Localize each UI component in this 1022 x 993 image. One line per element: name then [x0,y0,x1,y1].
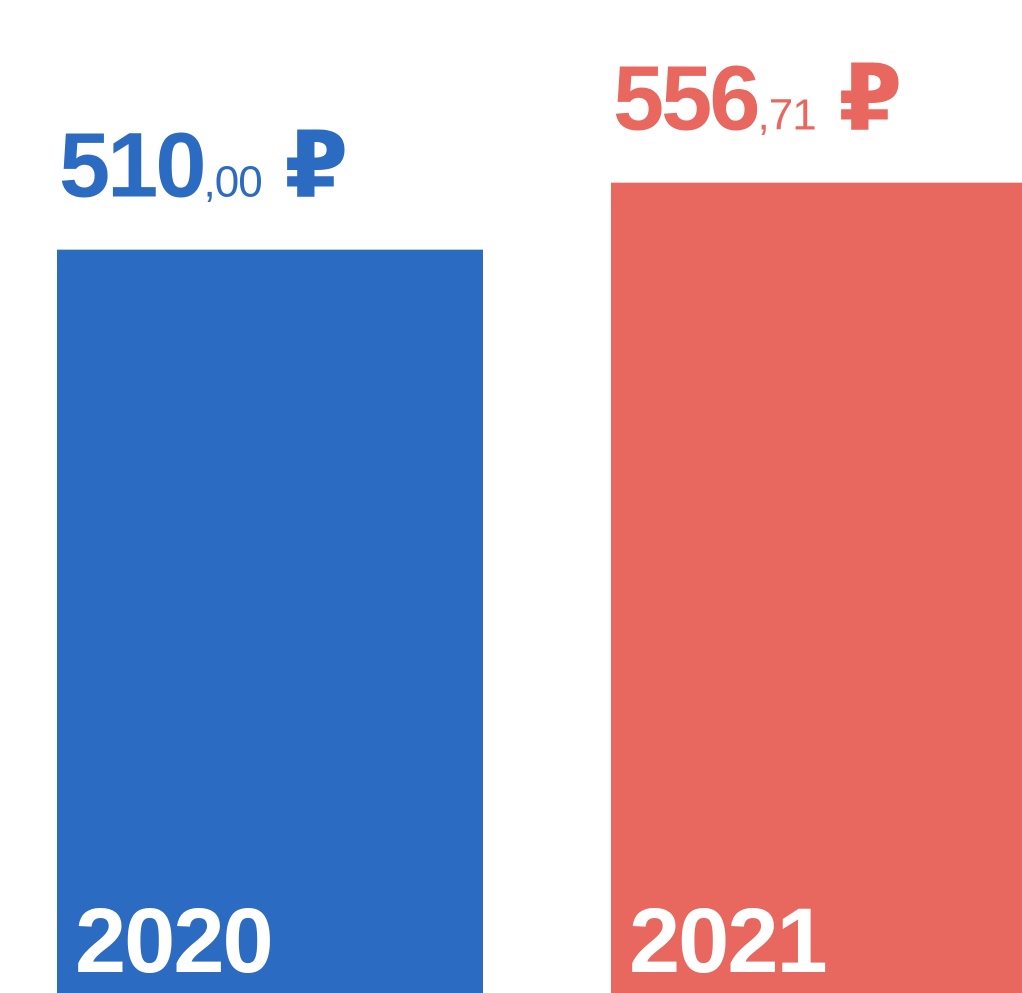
value-label: 510,00 ₽ [59,115,345,217]
category-label: 2020 [75,890,272,992]
bar [611,182,1022,993]
bar [57,249,483,993]
category-label: 2021 [629,890,826,992]
value-label: 556,71 ₽ [613,48,899,150]
